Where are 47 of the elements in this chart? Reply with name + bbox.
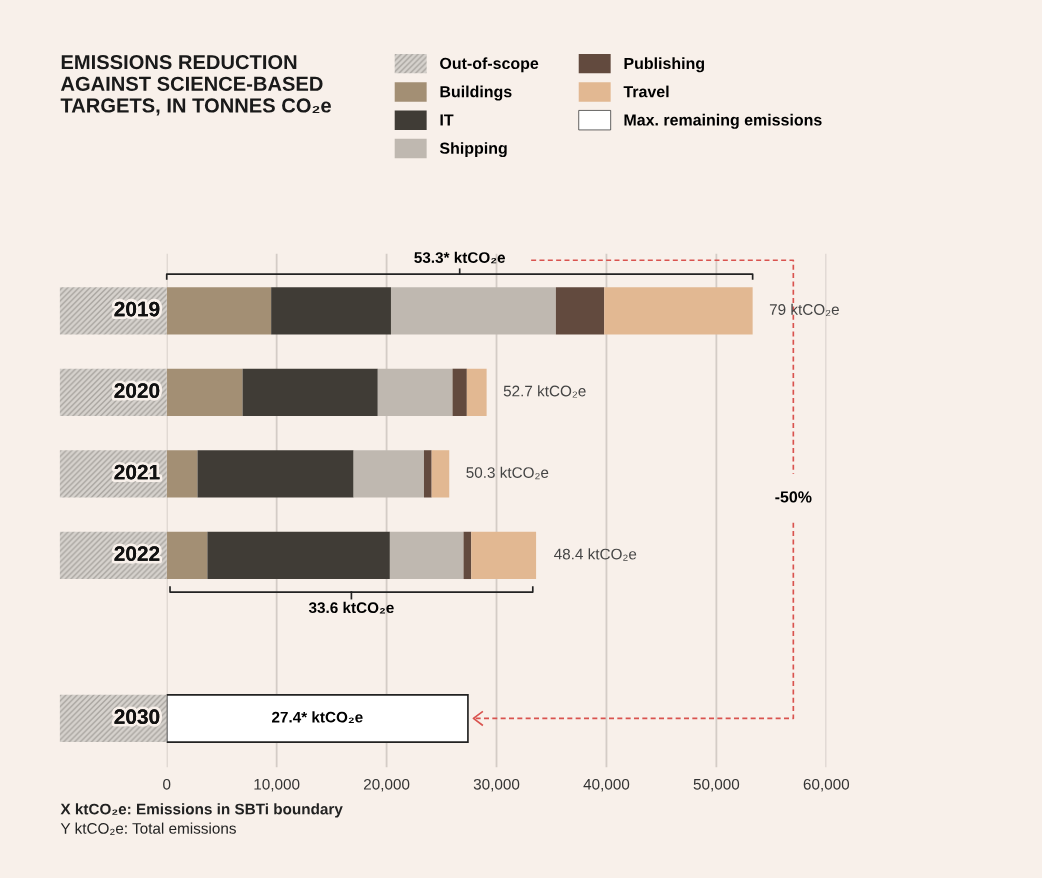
bar <box>353 450 424 498</box>
bar <box>389 531 464 580</box>
y-tick-label: 2019 <box>114 301 160 317</box>
bar <box>423 450 432 498</box>
legend-label: IT <box>440 114 454 126</box>
y-tick-label: 2022 <box>114 546 160 561</box>
bar <box>197 450 354 498</box>
x-tick-label: 60,000 <box>803 778 850 792</box>
legend-label: Shipping <box>439 142 507 158</box>
bar <box>431 450 450 498</box>
x-tick-label: 40,000 <box>583 778 630 792</box>
y-tick-label: 2021 <box>114 464 160 480</box>
text: Y ktCO₂e: Total emissions <box>60 822 236 835</box>
y-tick-label: 2030 <box>114 709 160 725</box>
annotation: 79 ktCO₂e <box>769 303 839 317</box>
bar <box>377 368 453 416</box>
legend-label: Max. remaining emissions <box>624 113 822 129</box>
annotation: 27.4* ktCO₂e <box>272 711 363 723</box>
x-tick-label: 10,000 <box>254 778 300 792</box>
annotation: 33.6 ktCO₂e <box>308 601 394 614</box>
bar <box>604 287 753 335</box>
bar <box>390 287 556 335</box>
bar <box>166 450 198 498</box>
bar <box>271 287 391 335</box>
annotation: 53.3* ktCO₂e <box>414 251 506 264</box>
annotation: 52.7 ktCO₂e <box>503 385 586 398</box>
bar <box>466 368 487 416</box>
bar <box>207 531 390 580</box>
legend-label: Travel <box>623 85 669 98</box>
legend-label: Publishing <box>624 57 705 73</box>
bar <box>452 368 467 416</box>
x-tick-label: 0 <box>163 778 171 790</box>
x-tick-label: 50,000 <box>693 778 740 792</box>
chart-title: EMISSIONS REDUCTION AGAINST SCIENCE-BASED TARGETS, IN TONNES CO₂e <box>60 54 331 116</box>
x-tick-label: 30,000 <box>473 778 520 792</box>
annotation: -50% <box>775 491 812 503</box>
text: X ktCO₂e: Emissions in SBTi boundary <box>60 803 343 818</box>
bar <box>555 287 605 335</box>
legend-label: Buildings <box>440 85 512 101</box>
bar <box>471 531 537 580</box>
x-tick-label: 20,000 <box>363 778 410 792</box>
y-tick-label: 2020 <box>114 383 160 398</box>
annotation: 48.4 ktCO₂e <box>554 548 637 561</box>
annotation: 50.3 ktCO₂e <box>466 466 549 480</box>
bar <box>463 531 472 580</box>
bar <box>242 368 378 416</box>
legend-label: Out-of-scope <box>440 57 539 73</box>
